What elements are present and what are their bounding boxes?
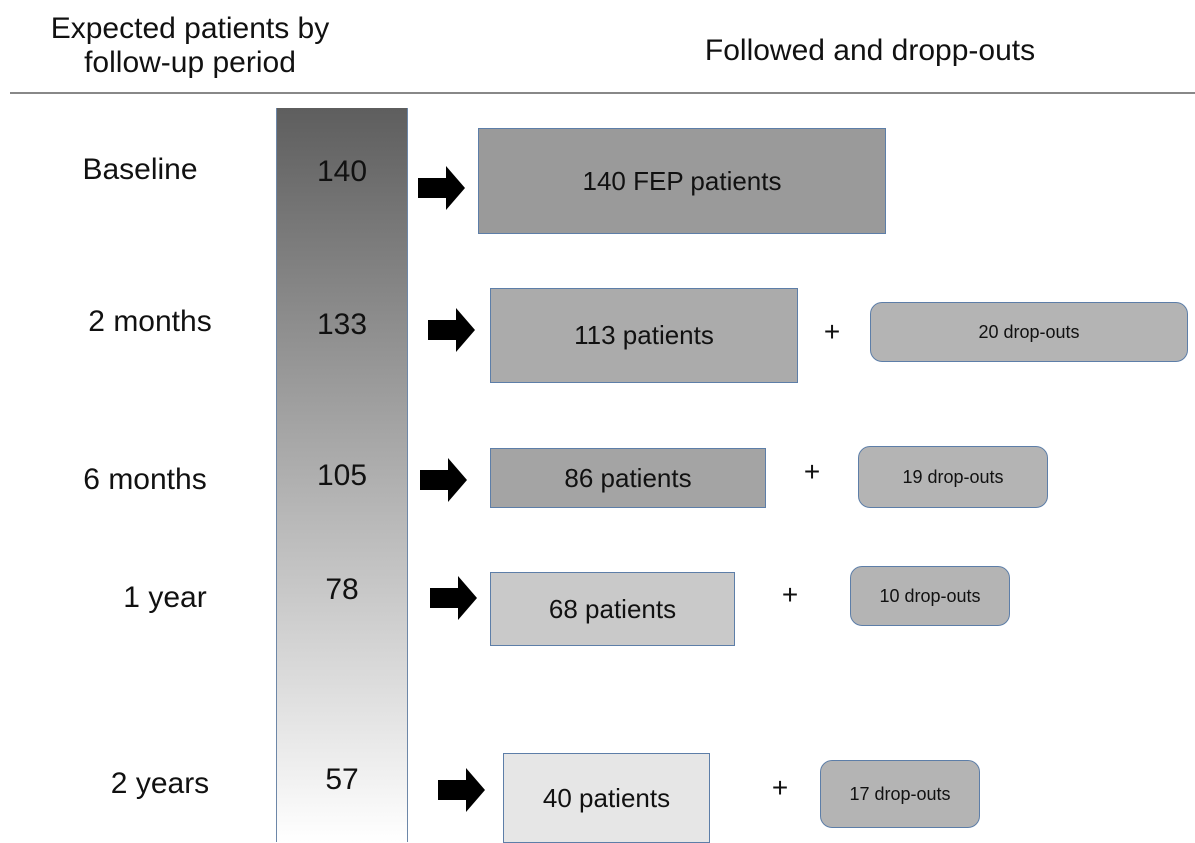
left-header: Expected patients by follow-up period	[0, 12, 380, 80]
arrow-icon	[430, 576, 477, 620]
arrow-icon	[428, 308, 475, 352]
followed-box: 140 FEP patients	[478, 128, 886, 234]
plus-sign: +	[823, 316, 841, 347]
arrow	[430, 574, 478, 622]
arrow-icon	[418, 166, 465, 210]
followed-box: 113 patients	[490, 288, 798, 383]
right-header: Followed and dropp-outs	[704, 34, 1036, 67]
period-label: 6 months	[83, 463, 207, 496]
period-label: Baseline	[82, 153, 198, 186]
arrow-icon	[438, 768, 485, 812]
arrow	[418, 164, 466, 212]
dropouts-box: 17 drop-outs	[820, 760, 980, 828]
period-label: 1 year	[123, 581, 207, 614]
arrow	[438, 766, 486, 814]
expected-count: 78	[325, 573, 359, 606]
dropouts-box: 19 drop-outs	[858, 446, 1048, 508]
expected-count: 57	[325, 763, 359, 796]
expected-count: 140	[316, 155, 368, 188]
followed-box: 86 patients	[490, 448, 766, 508]
followed-box: 40 patients	[503, 753, 710, 843]
period-label: 2 years	[110, 767, 210, 800]
plus-sign: +	[781, 579, 799, 610]
dropouts-box: 20 drop-outs	[870, 302, 1188, 362]
followed-box: 68 patients	[490, 572, 735, 646]
arrow	[428, 306, 476, 354]
period-label: 2 months	[88, 305, 212, 338]
plus-sign: +	[803, 456, 821, 487]
expected-count: 105	[316, 459, 368, 492]
left-header-line: Expected patients by	[50, 12, 330, 45]
expected-count: 133	[316, 308, 368, 341]
arrow	[420, 456, 468, 504]
header-rule	[10, 92, 1195, 94]
arrow-icon	[420, 458, 467, 502]
gradient-column	[276, 108, 408, 842]
dropouts-box: 10 drop-outs	[850, 566, 1010, 626]
plus-sign: +	[771, 772, 789, 803]
left-header-line: follow-up period	[84, 46, 296, 79]
